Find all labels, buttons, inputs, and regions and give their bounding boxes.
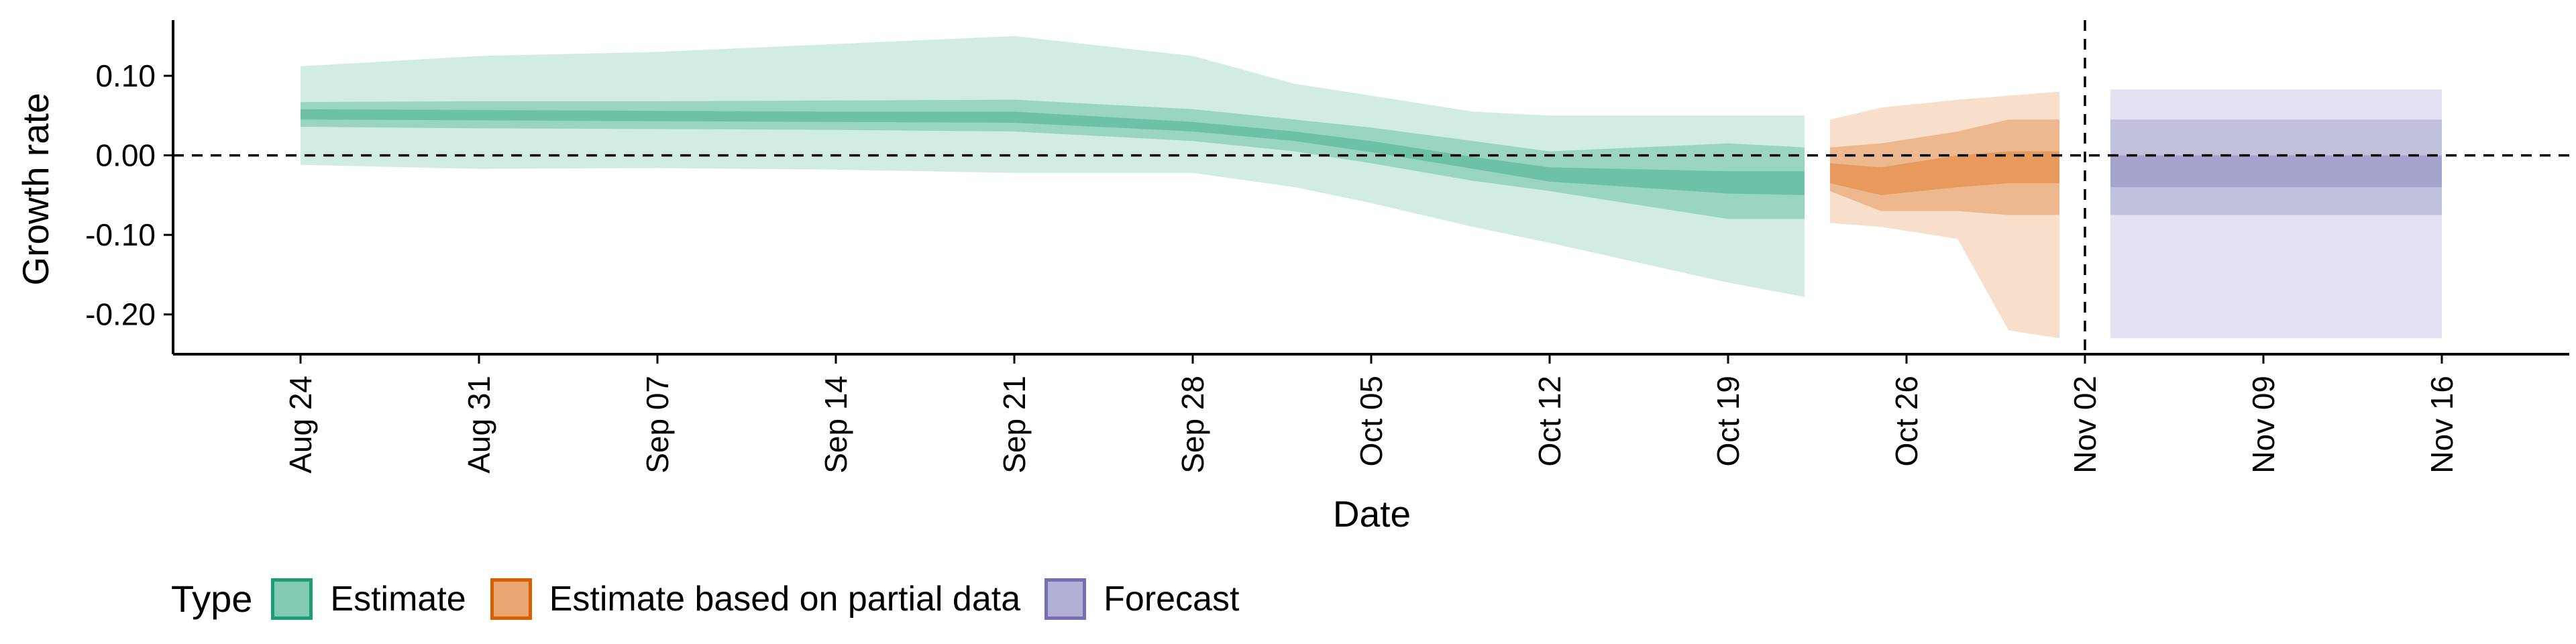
x-tick-label: Oct 05 bbox=[1354, 376, 1389, 467]
series-1 bbox=[1830, 91, 2059, 339]
x-tick-label: Oct 26 bbox=[1889, 376, 1924, 467]
x-axis-title: Date bbox=[1333, 493, 1411, 535]
y-tick-label: -0.20 bbox=[85, 297, 156, 332]
band-20-series-0 bbox=[301, 109, 1805, 195]
series-0 bbox=[301, 36, 1805, 297]
x-tick-label: Aug 24 bbox=[283, 376, 318, 474]
legend-title: Type bbox=[171, 578, 253, 620]
band-90-series-0 bbox=[301, 36, 1805, 297]
legend-item-forecast: Forecast bbox=[1044, 578, 1239, 620]
x-tick-label: Sep 28 bbox=[1175, 376, 1210, 474]
reference-lines bbox=[173, 20, 2569, 354]
legend-label-estimate: Estimate bbox=[330, 579, 466, 619]
y-tick-label: 0.00 bbox=[95, 138, 156, 173]
x-tick-label: Sep 14 bbox=[818, 376, 853, 474]
y-axis-title: Growth rate bbox=[15, 93, 56, 285]
band-90-series-2 bbox=[2110, 89, 2442, 339]
band-50-series-2 bbox=[2110, 119, 2442, 215]
x-tick-label: Oct 19 bbox=[1711, 376, 1746, 467]
legend-key-forecast bbox=[1044, 578, 1087, 620]
legend-key-estimate bbox=[271, 578, 313, 620]
x-tick-label: Nov 02 bbox=[2068, 376, 2102, 474]
band-20-series-2 bbox=[2110, 155, 2442, 187]
x-tick-label: Sep 21 bbox=[997, 376, 1032, 474]
x-tick-label: Oct 12 bbox=[1532, 376, 1567, 467]
axes: 0.10 0.00 -0.10 -0.20 Aug 24 Aug 31 Sep 07 Sep … bbox=[85, 20, 2569, 474]
band-50-series-0 bbox=[301, 99, 1805, 219]
x-tick-label: Nov 09 bbox=[2246, 376, 2281, 474]
band-layer bbox=[301, 36, 2442, 339]
legend-label-partial: Estimate based on partial data bbox=[549, 579, 1021, 619]
y-tick-label: 0.10 bbox=[95, 58, 156, 93]
y-tick-label: -0.10 bbox=[85, 217, 156, 252]
band-50-series-1 bbox=[1830, 119, 2059, 215]
legend-item-estimate: Estimate bbox=[271, 578, 466, 620]
legend-label-forecast: Forecast bbox=[1104, 579, 1240, 619]
band-90-series-1 bbox=[1830, 91, 2059, 339]
series-2 bbox=[2110, 89, 2442, 339]
x-tick-label: Sep 07 bbox=[640, 376, 675, 474]
band-20-series-1 bbox=[1830, 151, 2059, 195]
x-tick-label: Nov 16 bbox=[2424, 376, 2459, 474]
legend-item-partial: Estimate based on partial data bbox=[490, 578, 1020, 620]
legend-key-partial bbox=[490, 578, 532, 620]
x-tick-label: Aug 31 bbox=[462, 376, 496, 474]
legend: Type Estimate Estimate based on partial … bbox=[171, 577, 1263, 621]
